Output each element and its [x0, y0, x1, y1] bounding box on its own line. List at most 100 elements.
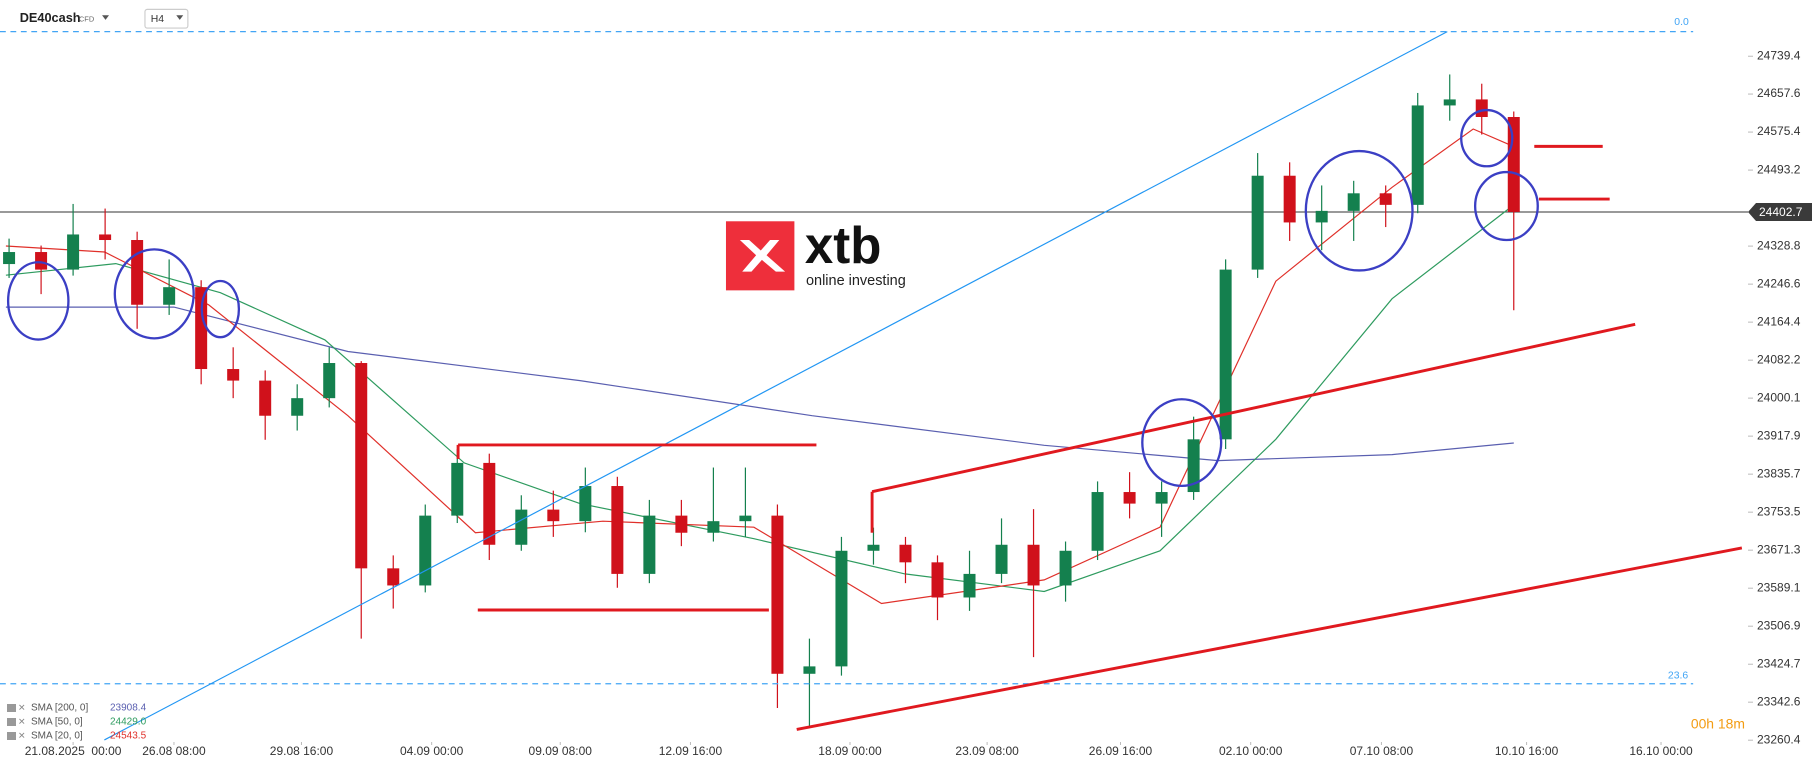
x-tick-label: 07.10 08:00 — [1350, 744, 1414, 758]
candle-body — [739, 515, 752, 522]
x-tick-label: 26.09 16:00 — [1089, 744, 1153, 758]
trend-line — [104, 31, 1448, 741]
fib-label: 23.6 — [1668, 670, 1688, 681]
x-tick-label: 18.09 00:00 — [818, 744, 882, 758]
candle-body — [1379, 193, 1392, 205]
fib-label: 0.0 — [1674, 17, 1689, 28]
candle-body — [1283, 175, 1296, 223]
candle-body — [995, 544, 1008, 574]
candle-body — [1219, 269, 1232, 440]
range-box — [456, 144, 1743, 731]
legend-close[interactable]: ✕ — [18, 730, 26, 740]
logo-x — [739, 240, 786, 272]
candle-body — [227, 369, 240, 381]
candle-body — [1315, 210, 1328, 223]
y-tick-label: 23342.6 — [1757, 694, 1801, 708]
candle-body — [323, 363, 336, 399]
last-price-label: 24402.7 — [1759, 205, 1803, 219]
candle-body — [1443, 99, 1456, 106]
y-tick-label: 23506.9 — [1757, 618, 1801, 632]
candle-body — [771, 515, 784, 674]
candle-body — [451, 462, 464, 516]
legend-icon — [7, 732, 16, 740]
sma-line — [5, 306, 1514, 462]
x-tick-label: 10.10 16:00 — [1495, 744, 1559, 758]
symbol[interactable]: DE40cash — [20, 10, 81, 25]
x-tick-label: 16.10 00:00 — [1629, 744, 1693, 758]
y-tick-label: 24164.4 — [1757, 314, 1801, 328]
candle-body — [3, 252, 16, 265]
candle-body — [611, 486, 624, 574]
highlight-circles — [6, 108, 1539, 488]
y-tick-label: 24246.6 — [1757, 276, 1801, 290]
candle-body — [707, 521, 720, 533]
candle-body — [515, 509, 528, 545]
candle-layer — [3, 74, 1520, 727]
legend-close[interactable]: ✕ — [18, 702, 26, 712]
candle-body — [803, 666, 816, 674]
candle-body — [931, 562, 944, 598]
y-tick-label: 24328.8 — [1757, 238, 1801, 252]
y-tick-label: 23917.9 — [1757, 428, 1801, 442]
legend-value: 24429.0 — [110, 717, 147, 728]
y-tick-label: 24575.4 — [1757, 124, 1801, 138]
candle-body — [1091, 492, 1104, 551]
candle-body — [1251, 175, 1264, 270]
timeframe-box[interactable] — [144, 8, 189, 29]
dropdown-arrow[interactable] — [102, 15, 110, 20]
candle-body — [1155, 492, 1168, 504]
candle-body — [835, 550, 848, 667]
legend-close[interactable]: ✕ — [18, 716, 26, 726]
candle-body — [675, 515, 688, 533]
y-tick-label: 23671.3 — [1757, 542, 1801, 556]
candle-body — [899, 544, 912, 563]
candle-countdown: 00h 18m — [1691, 715, 1745, 731]
brand: xtb — [805, 217, 882, 274]
candle-body — [355, 363, 368, 569]
candle-body — [643, 515, 656, 574]
sma-line — [5, 128, 1515, 605]
candle-body — [131, 240, 144, 305]
candle-body — [963, 573, 976, 598]
candle-body — [67, 234, 80, 270]
y-tick-label: 24657.6 — [1757, 86, 1801, 100]
candle-body — [547, 509, 560, 522]
instrument-type: CFD — [79, 14, 95, 23]
candle-body — [483, 462, 496, 545]
candle-body — [1475, 99, 1488, 117]
legend-icon — [7, 718, 16, 726]
candle-body — [1059, 550, 1072, 586]
dropdown-arrow[interactable] — [176, 15, 184, 20]
candle-body — [1411, 105, 1424, 205]
candle-body — [1347, 193, 1360, 211]
candle-body — [419, 515, 432, 586]
candle-body — [291, 398, 304, 416]
y-tick-label: 24493.2 — [1757, 162, 1801, 176]
legend-icon — [7, 704, 16, 712]
legend-name: SMA [200, 0] — [31, 703, 88, 714]
y-tick-label: 23753.5 — [1757, 504, 1801, 518]
timeframe[interactable]: H4 — [151, 14, 164, 25]
sma-line — [5, 204, 1515, 593]
candle-body — [99, 234, 112, 241]
candle-body — [579, 486, 592, 522]
y-tick-label: 23424.7 — [1757, 656, 1801, 670]
x-tick-label: 29.08 16:00 — [270, 744, 334, 758]
header: DE40cash CFD H4 — [20, 8, 189, 29]
x-tick-label: 26.08 08:00 — [142, 744, 206, 758]
x-tick-label: 09.09 08:00 — [529, 744, 593, 758]
drawings: 0.0 23.6 xtb online investing — [0, 8, 1745, 741]
x-tick-label: 21.08.2025 00:00 — [25, 744, 122, 758]
candle-body — [1123, 492, 1136, 504]
candle-body — [867, 544, 880, 551]
y-tick-label: 24000.1 — [1757, 390, 1801, 404]
candle-body — [387, 568, 400, 586]
x-tick-label: 04.09 00:00 — [400, 744, 464, 758]
brand-tagline: online investing — [806, 273, 906, 289]
last-price-tag — [1748, 202, 1812, 221]
x-tick-label: 12.09 16:00 — [659, 744, 723, 758]
x-tick-label: 23.09 08:00 — [955, 744, 1019, 758]
